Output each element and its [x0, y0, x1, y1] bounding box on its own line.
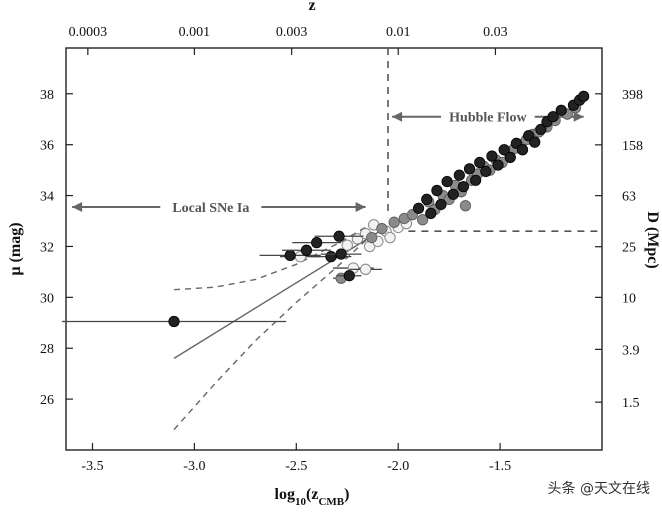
- data-point-dark-filled: [453, 169, 465, 181]
- top-tick-label: 0.003: [276, 25, 308, 40]
- plot-frame: [65, 47, 603, 451]
- top-tick-label: 0.03: [483, 25, 508, 40]
- y-tick-label: 26: [40, 393, 54, 408]
- data-point-gray-filled: [459, 200, 472, 212]
- data-point-dark-filled: [463, 163, 476, 175]
- data-point-dark-filled: [435, 198, 447, 211]
- x-axis-title: log10(zCMB): [275, 486, 350, 508]
- data-point-dark-filled: [311, 237, 323, 249]
- top-tick-label: 0.0003: [69, 25, 108, 40]
- data-point-dark-filled: [421, 193, 433, 205]
- data-point-dark-filled: [535, 123, 547, 136]
- x-tick-label: -3.0: [183, 459, 205, 474]
- y-tick-label: 38: [40, 88, 54, 103]
- data-point-dark-filled: [578, 90, 590, 102]
- x-tick-label: -1.5: [489, 459, 511, 474]
- data-point-dark-filled: [480, 165, 492, 177]
- data-point-dark-filled: [284, 249, 296, 261]
- data-points: [61, 90, 590, 328]
- data-point-dark-filled: [168, 315, 180, 328]
- data-point-dark-filled: [547, 111, 559, 123]
- right-tick-label: 1.5: [622, 396, 640, 411]
- data-point-dark-filled: [335, 248, 347, 260]
- data-point-dark-filled: [492, 159, 504, 171]
- data-point-dark-filled: [412, 202, 425, 214]
- data-point-dark-filled: [333, 230, 345, 242]
- data-point-dark-filled: [474, 156, 486, 169]
- local-sne-arrow-head-left: [72, 202, 83, 213]
- right-tick-label: 25: [622, 241, 636, 256]
- data-point-dark-filled: [300, 244, 313, 256]
- data-point-gray-filled: [388, 216, 400, 228]
- y-tick-label: 32: [40, 240, 54, 255]
- model-line: [173, 231, 379, 359]
- data-point-dark-filled: [555, 104, 567, 116]
- data-point-dark-filled: [343, 270, 355, 282]
- data-point-dark-filled: [431, 184, 443, 197]
- data-point-dark-filled: [516, 144, 529, 156]
- data-point-dark-filled: [470, 174, 482, 186]
- hubble-flow-arrow-head-left: [392, 111, 403, 122]
- right-tick-label: 63: [622, 190, 636, 205]
- data-point-open: [341, 239, 353, 251]
- right-tick-label: 3.9: [622, 343, 640, 358]
- local-sne-label-bg: [160, 196, 262, 217]
- y-tick-label: 30: [40, 291, 54, 306]
- right-axis-title: D (Mpc): [644, 211, 661, 268]
- top-axis-title: z: [308, 0, 315, 14]
- top-tick-label: 0.001: [179, 25, 211, 40]
- x-tick-label: -2.0: [387, 459, 409, 474]
- data-point-gray-filled: [417, 214, 429, 226]
- data-point-dark-filled: [457, 181, 470, 193]
- data-point-gray-filled: [376, 223, 388, 235]
- data-point-open: [384, 231, 396, 244]
- local-sne-label: Local SNe Ia: [172, 201, 249, 216]
- data-point-dark-filled: [486, 150, 498, 162]
- data-point-dark-filled: [498, 144, 510, 156]
- right-tick-label: 398: [622, 88, 643, 103]
- watermark: 头条 @天文在线: [547, 481, 650, 497]
- data-point-dark-filled: [325, 251, 337, 263]
- model-lower-dashed: [173, 238, 369, 431]
- data-point-gray-filled: [366, 231, 378, 244]
- data-point-dark-filled: [441, 175, 453, 188]
- top-tick-label: 0.01: [386, 25, 411, 40]
- x-tick-label: -3.5: [81, 459, 103, 474]
- y-tick-label: 34: [40, 190, 54, 205]
- x-tick-label: -2.5: [285, 459, 307, 474]
- data-point-dark-filled: [504, 151, 516, 164]
- y-tick-label: 36: [40, 139, 54, 154]
- local-sne-arrow-head-right: [355, 202, 366, 213]
- right-tick-label: 158: [622, 139, 643, 154]
- data-point-dark-filled: [529, 136, 541, 148]
- right-tick-label: 10: [622, 291, 636, 306]
- hubble-flow-label: Hubble Flow: [449, 111, 527, 126]
- data-point-dark-filled: [447, 188, 459, 200]
- tick-group: -3.5 -3.0 -2.5 -2.0 -1.5 26 28 30 32 34 36 38 0.0003…: [40, 25, 643, 474]
- y-axis-title: μ (mag): [7, 222, 24, 275]
- data-point-open: [359, 263, 372, 276]
- data-point-dark-filled: [425, 207, 437, 219]
- y-tick-label: 28: [40, 342, 54, 357]
- hubble-flow-arrow-head-right: [573, 111, 584, 122]
- hubble-flow-label-bg: [441, 105, 535, 126]
